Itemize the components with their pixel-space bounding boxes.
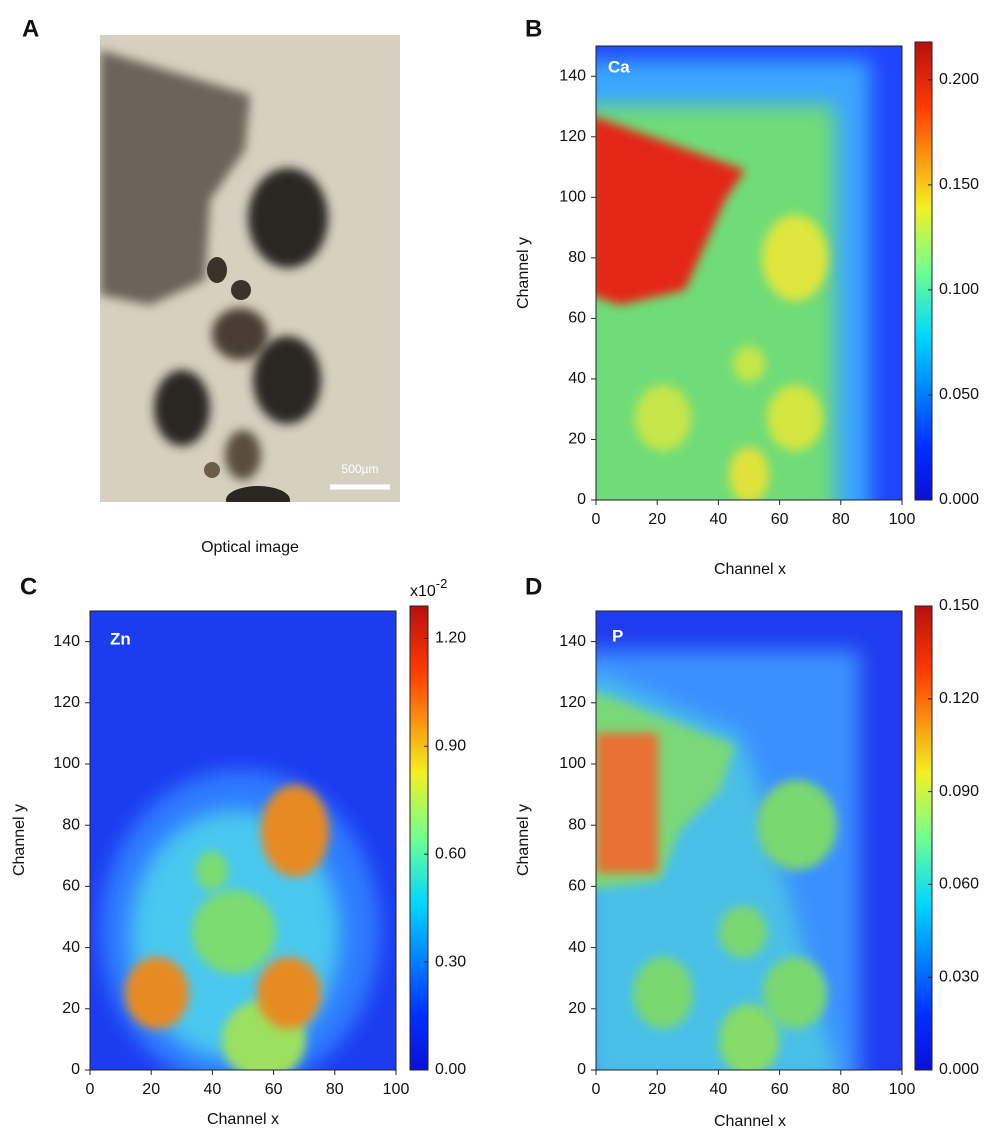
- y-tick-label: 0: [577, 491, 586, 508]
- colorbar-tick-label: 0.000: [939, 491, 979, 508]
- y-tick-label: 120: [53, 694, 80, 711]
- colorbar-tick-label: 0.030: [939, 968, 979, 985]
- plot-frame: [595, 610, 903, 1071]
- colorbar-tick-label: 0.150: [939, 176, 979, 193]
- y-tick-label: 60: [62, 878, 80, 895]
- element-label: Ca: [608, 57, 630, 76]
- x-axis-label: Channel x: [207, 1111, 279, 1128]
- colorbar-multiplier: x10-2: [410, 576, 447, 600]
- y-tick-label: 0: [71, 1061, 80, 1078]
- plot-frame: [89, 610, 397, 1071]
- heatmap-image: [596, 611, 902, 1070]
- colorbar-tick-label: 0.00: [435, 1061, 466, 1078]
- y-tick-label: 140: [53, 633, 80, 650]
- colorbar-tick-label: 0.120: [939, 690, 979, 707]
- colorbar-tick-label: 0.100: [939, 281, 979, 298]
- x-tick-label: 80: [326, 1081, 344, 1098]
- y-axis-label: Channel y: [11, 804, 28, 876]
- x-tick-label: 40: [710, 511, 728, 528]
- x-tick-label: 20: [648, 1081, 666, 1098]
- colorbar-tick-label: 0.30: [435, 953, 466, 970]
- y-tick-label: 80: [62, 816, 80, 833]
- colorbar-tick-label: 0.150: [939, 597, 979, 614]
- optical-image: [100, 35, 400, 502]
- colorbar-tick-label: 0.200: [939, 71, 979, 88]
- y-tick-label: 20: [62, 1000, 80, 1017]
- colorbar-tick-label: 0.000: [939, 1061, 979, 1078]
- y-tick-label: 40: [62, 939, 80, 956]
- colorbar: [914, 605, 933, 1071]
- y-tick-label: 40: [568, 370, 586, 387]
- x-tick-label: 60: [771, 1081, 789, 1098]
- y-tick-label: 140: [559, 633, 586, 650]
- colorbar-tick-label: 0.050: [939, 386, 979, 403]
- x-tick-label: 60: [265, 1081, 283, 1098]
- y-tick-label: 20: [568, 431, 586, 448]
- scale-bar-label: 500µm: [342, 462, 379, 476]
- y-tick-label: 80: [568, 816, 586, 833]
- colorbar-tick-label: 0.60: [435, 845, 466, 862]
- panel-label: A: [22, 15, 39, 42]
- y-tick-label: 100: [559, 755, 586, 772]
- panel-label: B: [525, 15, 542, 42]
- panel-label: D: [525, 573, 542, 600]
- y-axis-label: Channel y: [515, 237, 532, 309]
- colorbar: [409, 605, 429, 1071]
- y-tick-label: 120: [559, 128, 586, 145]
- y-tick-label: 100: [53, 755, 80, 772]
- x-tick-label: 100: [889, 1081, 916, 1098]
- panel-label: C: [20, 573, 37, 600]
- y-tick-label: 140: [559, 67, 586, 84]
- colorbar-tick-label: 0.90: [435, 737, 466, 754]
- x-tick-label: 60: [771, 511, 789, 528]
- colorbar: [914, 41, 933, 501]
- y-tick-label: 100: [559, 189, 586, 206]
- y-tick-label: 60: [568, 878, 586, 895]
- x-tick-label: 40: [204, 1081, 222, 1098]
- x-tick-label: 0: [86, 1081, 95, 1098]
- y-tick-label: 20: [568, 1000, 586, 1017]
- x-tick-label: 80: [832, 511, 850, 528]
- y-tick-label: 0: [577, 1061, 586, 1078]
- y-axis-label: Channel y: [515, 804, 532, 876]
- x-tick-label: 20: [142, 1081, 160, 1098]
- element-label: P: [612, 626, 623, 645]
- x-tick-label: 40: [710, 1081, 728, 1098]
- y-tick-label: 40: [568, 939, 586, 956]
- colorbar-multiplier-base: x10: [410, 583, 436, 600]
- x-axis-label: Channel x: [714, 1113, 786, 1130]
- caption: Optical image: [201, 539, 299, 556]
- heatmap-image: [90, 611, 396, 1070]
- plot-frame: [595, 45, 903, 501]
- x-tick-label: 0: [592, 1081, 601, 1098]
- colorbar-multiplier-exponent: -2: [436, 576, 448, 591]
- colorbar-tick-label: 1.20: [435, 630, 466, 647]
- y-tick-label: 80: [568, 249, 586, 266]
- element-label: Zn: [110, 629, 131, 648]
- x-axis-label: Channel x: [714, 561, 786, 578]
- x-tick-label: 0: [592, 511, 601, 528]
- y-tick-label: 60: [568, 310, 586, 327]
- x-tick-label: 100: [383, 1081, 410, 1098]
- x-tick-label: 100: [889, 511, 916, 528]
- x-tick-label: 20: [648, 511, 666, 528]
- colorbar-tick-label: 0.060: [939, 876, 979, 893]
- heatmap-image: [596, 46, 902, 500]
- y-tick-label: 120: [559, 694, 586, 711]
- x-tick-label: 80: [832, 1081, 850, 1098]
- colorbar-tick-label: 0.090: [939, 783, 979, 800]
